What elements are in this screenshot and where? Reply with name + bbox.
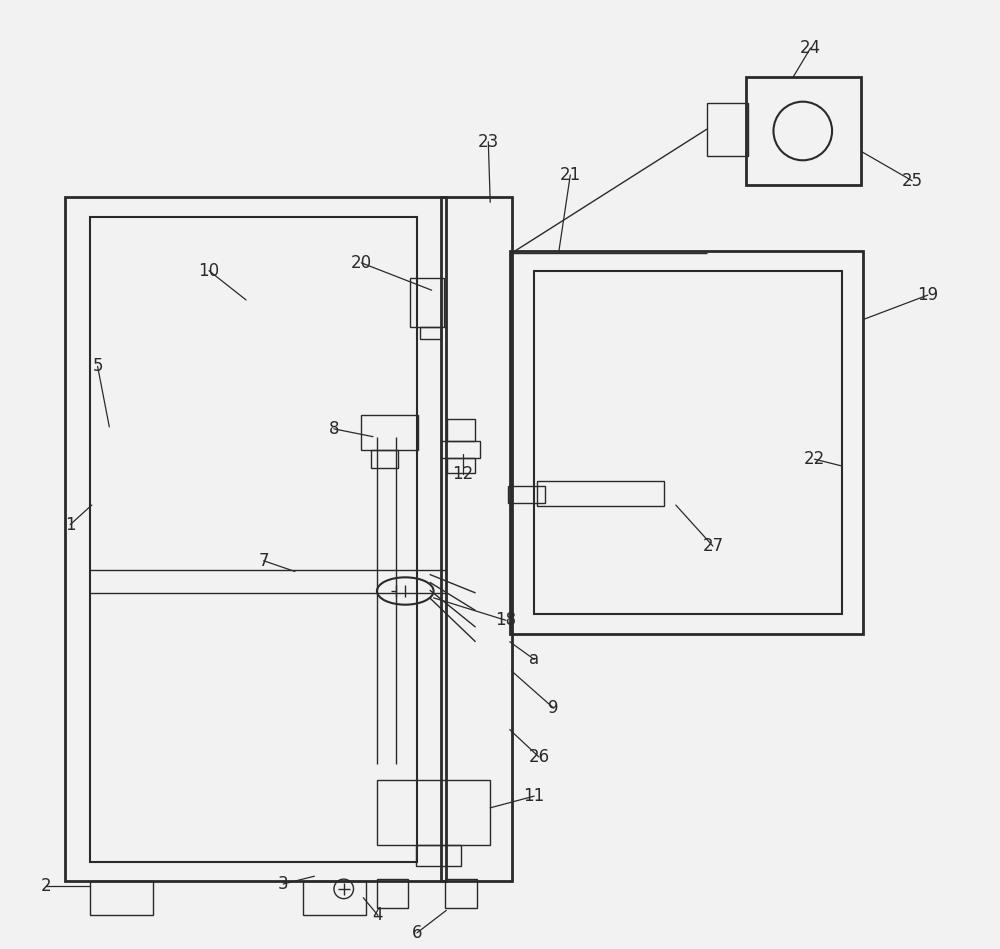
Bar: [90, 217, 417, 862]
Text: 6: 6: [412, 923, 422, 941]
Text: 27: 27: [702, 537, 723, 555]
Text: 19: 19: [917, 286, 938, 304]
Bar: [441, 197, 512, 881]
Text: 12: 12: [452, 465, 474, 483]
Bar: [445, 879, 477, 908]
Text: 2: 2: [41, 877, 51, 895]
Bar: [510, 251, 863, 634]
Text: a: a: [529, 650, 539, 668]
Bar: [377, 879, 408, 908]
Text: 26: 26: [529, 748, 550, 766]
Text: 22: 22: [804, 450, 825, 468]
Bar: [410, 278, 444, 327]
Text: 10: 10: [198, 262, 220, 280]
Text: 1: 1: [65, 515, 76, 533]
Text: 18: 18: [495, 611, 516, 629]
Bar: [707, 102, 748, 157]
Bar: [537, 480, 664, 506]
Text: 24: 24: [800, 39, 821, 57]
Bar: [508, 486, 545, 503]
Bar: [441, 440, 480, 458]
Text: 9: 9: [548, 699, 559, 717]
Bar: [377, 780, 490, 845]
Bar: [303, 881, 366, 915]
Bar: [534, 270, 842, 614]
Bar: [90, 881, 153, 915]
Text: 3: 3: [278, 875, 288, 893]
Bar: [65, 197, 446, 881]
Text: 23: 23: [478, 133, 499, 151]
Bar: [371, 451, 398, 468]
Text: 11: 11: [524, 787, 545, 805]
Bar: [361, 416, 418, 451]
Text: 21: 21: [560, 166, 581, 184]
Bar: [447, 458, 475, 473]
Bar: [447, 419, 475, 440]
Text: 7: 7: [258, 551, 269, 569]
Bar: [416, 845, 461, 866]
Text: 8: 8: [329, 419, 339, 437]
Bar: [420, 327, 441, 339]
Text: 20: 20: [351, 253, 372, 271]
Text: 5: 5: [92, 358, 103, 376]
Text: 4: 4: [373, 906, 383, 924]
Text: 25: 25: [902, 172, 923, 190]
Bar: [746, 77, 861, 185]
